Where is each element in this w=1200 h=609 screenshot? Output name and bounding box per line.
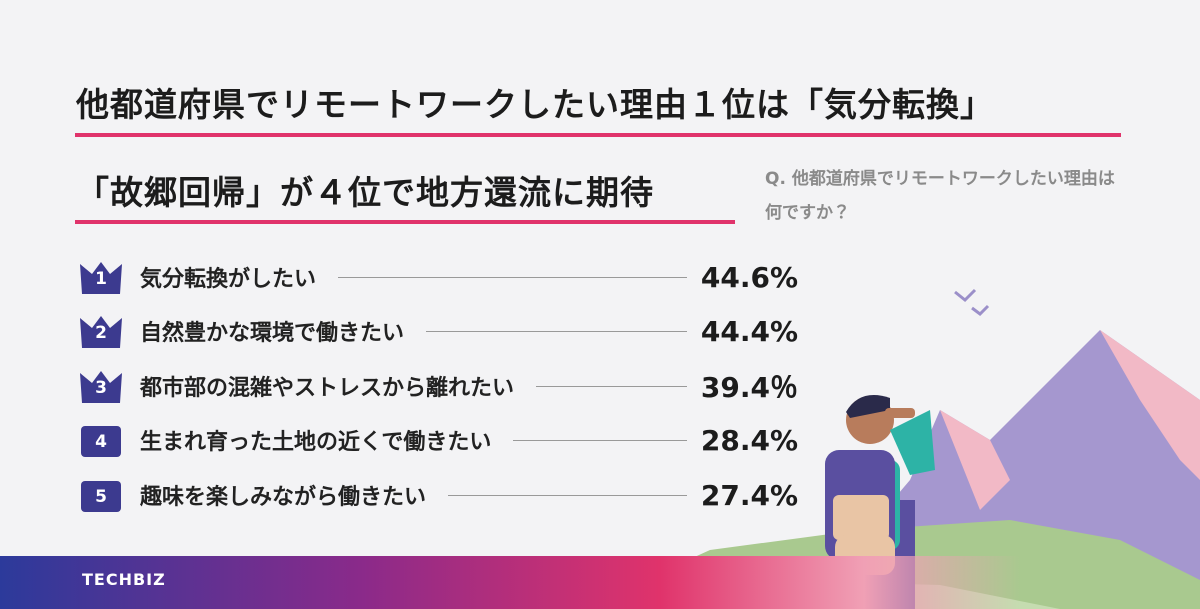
badge-shape — [80, 316, 122, 348]
title: 他都道府県でリモートワークしたい理由１位は「気分転換」 — [76, 85, 994, 124]
rank-badge: 2 — [78, 314, 124, 348]
rank-number: 4 — [95, 432, 107, 452]
badge-shape — [80, 262, 122, 294]
rank-badge: 4 — [78, 423, 124, 457]
rank-number: 1 — [95, 269, 107, 289]
brand: TECHBIZ — [82, 570, 166, 589]
percent-value: 39.4％ — [700, 371, 798, 404]
subtitle: 「故郷回帰」が４位で地方還流に期待 — [76, 173, 654, 212]
badge-shape — [81, 481, 121, 512]
ranking-row: 2 自然豊かな環境で働きたい 44.4% — [78, 311, 798, 351]
footer-band — [0, 556, 1200, 609]
percent-value: 44.4% — [700, 314, 798, 348]
title-rule — [75, 133, 1121, 137]
rank-number: 5 — [95, 487, 107, 507]
ranking-row: 5 趣味を楽しみながら働きたい 27.4% — [78, 475, 798, 515]
percent-value: 44.6% — [700, 260, 798, 294]
rank-number: 2 — [95, 323, 107, 343]
ranking-row: 4 生まれ育った土地の近くで働きたい 28.4% — [78, 420, 798, 460]
badge-shape — [80, 371, 122, 403]
leader-line — [536, 385, 687, 387]
subtitle-rule — [75, 220, 735, 224]
rank-number: 3 — [95, 378, 107, 398]
question: Q. 他都道府県でリモートワークしたい理由は何ですか？ — [765, 169, 1115, 223]
leader-line — [448, 494, 687, 496]
rank-badge: 3 — [78, 369, 124, 403]
reason-label: 都市部の混雑やストレスから離れたい — [140, 376, 515, 401]
reason-label: 自然豊かな環境で働きたい — [140, 321, 405, 346]
ranking-row: 3 都市部の混雑やストレスから離れたい 39.4％ — [78, 366, 798, 406]
reason-label: 気分転換がしたい — [140, 267, 317, 292]
badge-shape — [81, 426, 121, 457]
percent-value: 28.4% — [700, 423, 798, 457]
percent-value: 27.4% — [700, 478, 798, 512]
leader-line — [338, 276, 687, 278]
reason-label: 生まれ育った土地の近くで働きたい — [140, 430, 492, 455]
rank-badge: 5 — [78, 478, 124, 512]
leader-line — [513, 439, 687, 441]
rank-badge: 1 — [78, 260, 124, 294]
reason-label: 趣味を楽しみながら働きたい — [140, 485, 427, 510]
leader-line — [426, 330, 687, 332]
ranking-row: 1 気分転換がしたい 44.6% — [78, 257, 798, 297]
